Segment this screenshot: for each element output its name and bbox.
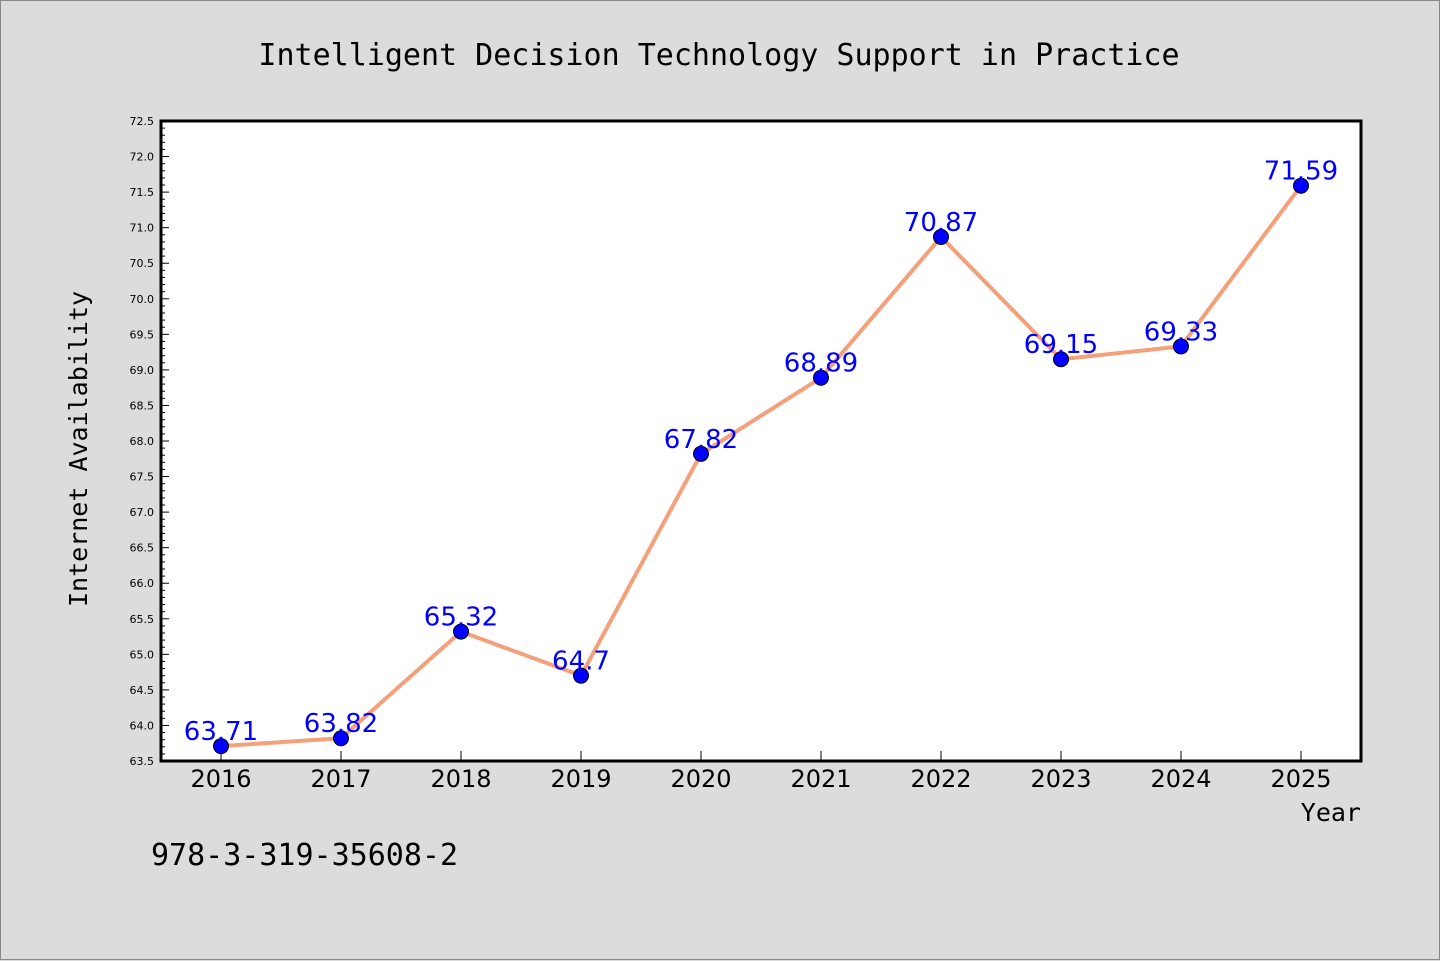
chart-title: Intelligent Decision Technology Support … <box>258 38 1179 73</box>
data-point-marker <box>933 228 949 245</box>
data-label: 63.71 <box>184 717 258 747</box>
data-label: 70.87 <box>904 208 978 238</box>
data-label: 69.15 <box>1024 330 1098 360</box>
plot-area <box>159 119 1363 763</box>
data-label: 67.82 <box>664 425 738 455</box>
y-tick-label: 63.5 <box>130 755 155 768</box>
isbn-text: 978-3-319-35608-2 <box>151 838 458 873</box>
y-axis: 63.5 64.0 64.5 65.0 65.5 66.0 66.5 67.0 67.5 68.0… <box>130 115 169 768</box>
data-label: 71.59 <box>1264 157 1338 187</box>
data-point-marker <box>1053 351 1069 368</box>
x-tick-label: 2023 <box>1030 765 1091 793</box>
data-point-marker <box>213 738 229 755</box>
y-tick-label: 70.5 <box>130 257 155 270</box>
y-axis-label: Internet Availability <box>64 291 93 607</box>
y-tick-label: 64.5 <box>130 684 155 697</box>
x-tick-label: 2021 <box>790 765 851 793</box>
y-tick-label: 67.0 <box>130 506 155 519</box>
x-axis-label: Year <box>1301 798 1361 827</box>
x-tick-label: 2018 <box>430 765 491 793</box>
y-tick-label: 69.0 <box>130 364 155 377</box>
y-tick-label: 67.5 <box>130 471 155 484</box>
y-tick-label: 68.0 <box>130 435 155 448</box>
data-label: 65.32 <box>424 603 498 633</box>
y-tick-label: 64.0 <box>130 719 155 732</box>
y-tick-label: 69.5 <box>130 328 155 341</box>
y-tick-label: 65.0 <box>130 648 155 661</box>
y-tick-label: 68.5 <box>130 399 155 412</box>
data-point-marker <box>333 730 349 747</box>
data-label: 64.7 <box>552 647 610 677</box>
y-tick-label: 71.0 <box>130 222 155 235</box>
data-point-marker <box>573 667 589 684</box>
data-point-marker <box>1173 338 1189 355</box>
x-tick-label: 2025 <box>1270 765 1331 793</box>
data-point-marker <box>693 445 709 462</box>
y-tick-label: 65.5 <box>130 613 155 626</box>
series-line <box>220 184 1303 749</box>
y-tick-label: 66.0 <box>130 577 155 590</box>
y-tick-label: 66.5 <box>130 542 155 555</box>
y-tick-label: 70.0 <box>130 293 155 306</box>
data-label-group: 63.71 63.82 65.32 64.7 67.82 68.89 70.87 69.15 6… <box>184 157 1338 747</box>
y-tick-label: 72.0 <box>130 151 155 164</box>
data-point-marker <box>1293 177 1309 194</box>
data-label: 63.82 <box>304 709 378 739</box>
data-label: 68.89 <box>784 349 858 379</box>
y-tick-label: 72.5 <box>130 115 155 128</box>
x-tick-label: 2017 <box>310 765 371 793</box>
y-tick-label: 71.5 <box>130 186 155 199</box>
x-tick-label: 2024 <box>1150 765 1211 793</box>
data-point-marker <box>453 623 469 640</box>
data-point-marker <box>813 369 829 386</box>
x-axis: 2016 2017 2018 2019 2020 2021 2022 2023 2024 2025 <box>190 751 1332 793</box>
x-tick-label: 2019 <box>550 765 611 793</box>
x-tick-label: 2022 <box>910 765 971 793</box>
x-tick-label: 2020 <box>670 765 731 793</box>
data-label: 69.33 <box>1144 317 1218 347</box>
series-line-group <box>213 177 1309 755</box>
x-tick-label: 2016 <box>190 765 251 793</box>
